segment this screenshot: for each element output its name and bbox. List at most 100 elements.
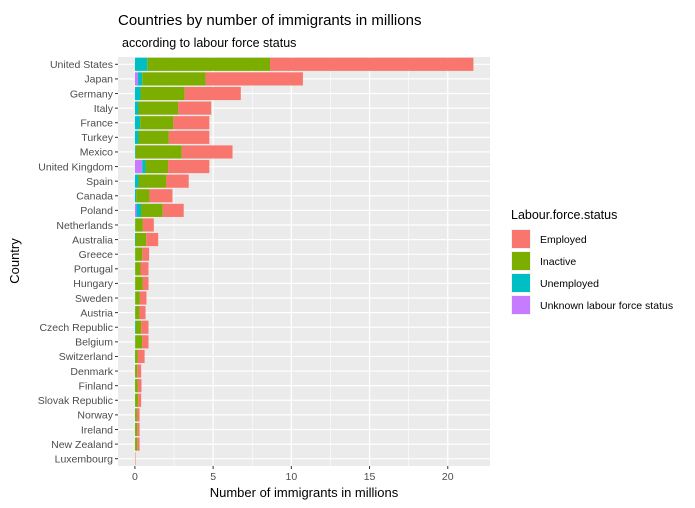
chart-title: Countries by number of immigrants in mil… — [118, 12, 421, 29]
bar-segment — [149, 189, 173, 203]
y-tick-label: United States — [50, 59, 113, 71]
bar-segment — [142, 72, 206, 86]
bar-segment — [147, 57, 271, 71]
y-tick-label: Italy — [94, 103, 114, 115]
bar-segment — [136, 408, 140, 422]
bar-segment — [135, 145, 182, 159]
bar-segment — [138, 101, 179, 115]
bar-segment — [142, 335, 149, 349]
bar-segment — [134, 159, 143, 174]
bar-segment — [136, 189, 150, 203]
y-tick-label: Slovak Republic — [38, 395, 113, 407]
bar-segment — [137, 72, 143, 86]
y-tick-label: Hungary — [73, 278, 113, 290]
legend-label: Inactive — [540, 256, 576, 268]
bar-segment — [135, 422, 138, 437]
bar-segment — [142, 218, 154, 232]
bar-segment — [134, 203, 137, 217]
bar-segment — [134, 320, 136, 334]
y-tick-label: New Zealand — [51, 439, 113, 451]
bar-segment — [137, 379, 142, 393]
bar-segment — [141, 320, 149, 334]
bar-segment — [135, 320, 142, 334]
bar-segment — [134, 86, 141, 101]
bar-segment — [134, 116, 141, 130]
x-tick-label: 15 — [364, 471, 376, 483]
legend-key — [512, 296, 530, 314]
bar-segment — [205, 72, 303, 86]
y-tick-label: Austria — [80, 307, 113, 319]
x-tick-label: 5 — [210, 471, 216, 483]
y-tick-label: Denmark — [70, 366, 113, 378]
y-tick-label: Germany — [70, 88, 114, 100]
bar-segment — [136, 203, 141, 217]
bar-segment — [135, 364, 138, 378]
bar-segment — [145, 159, 169, 174]
bar-segment — [134, 130, 139, 144]
bar-segment — [142, 159, 146, 174]
bar-segment — [138, 174, 167, 188]
bar-segment — [142, 247, 150, 261]
legend-key — [512, 274, 530, 292]
bar-segment — [140, 86, 185, 101]
y-tick-label: Spain — [86, 176, 113, 188]
bar-segment — [135, 291, 140, 305]
bar-segment — [135, 335, 143, 349]
y-tick-label: Norway — [77, 410, 113, 422]
bar-segment — [135, 262, 141, 276]
bar-segment — [135, 393, 139, 407]
legend-label: Unknown labour force status — [540, 300, 673, 312]
y-tick-label: Netherlands — [56, 220, 113, 232]
bar-segment — [137, 364, 142, 378]
bar-segment — [135, 218, 143, 232]
x-tick-label: 10 — [285, 471, 297, 483]
bar-segment — [134, 101, 139, 115]
bar-segment — [140, 116, 174, 130]
bar-segment — [139, 291, 147, 305]
bar-segment — [134, 174, 139, 188]
y-tick-label: Turkey — [81, 132, 113, 144]
bar-segment — [135, 408, 137, 422]
bar-segment — [142, 276, 149, 290]
bar-segment — [138, 130, 169, 144]
bar-segment — [270, 57, 474, 71]
bar-segment — [137, 422, 140, 437]
bar-segment — [168, 159, 210, 174]
bar-segment — [134, 57, 148, 71]
bar-segment — [135, 379, 138, 393]
bar-segment — [162, 203, 184, 217]
y-tick-label: Poland — [80, 205, 113, 217]
y-tick-label: Ireland — [81, 424, 113, 436]
y-tick-label: Portugal — [74, 264, 113, 276]
bar-segment — [135, 349, 138, 364]
y-tick-label: Australia — [72, 234, 113, 246]
bar-segment — [134, 189, 137, 203]
y-tick-label: Belgium — [75, 337, 113, 349]
y-tick-label: Japan — [84, 74, 113, 86]
y-tick-label: Mexico — [80, 147, 113, 159]
bar-segment — [184, 86, 241, 101]
y-tick-label: United Kingdom — [38, 161, 113, 173]
bar-segment — [135, 437, 138, 451]
y-tick-label: Czech Republic — [39, 322, 113, 334]
bar-segment — [135, 233, 147, 247]
bar-segment — [181, 145, 233, 159]
bar-segment — [134, 145, 136, 159]
legend-label: Unemployed — [540, 278, 599, 290]
x-tick-label: 20 — [442, 471, 454, 483]
y-tick-label: Luxembourg — [55, 453, 114, 465]
bar-segment — [134, 233, 136, 247]
y-tick-label: France — [80, 118, 113, 130]
x-tick-label: 0 — [132, 471, 138, 483]
bar-segment — [166, 174, 189, 188]
y-tick-label: Switzerland — [59, 351, 113, 363]
bar-segment — [140, 262, 149, 276]
bar-segment — [178, 101, 212, 115]
bar-segment — [139, 306, 146, 320]
bar-segment — [168, 130, 210, 144]
chart-subtitle: according to labour force status — [122, 36, 296, 50]
bar-segment — [134, 72, 138, 86]
y-tick-label: Canada — [76, 191, 113, 203]
